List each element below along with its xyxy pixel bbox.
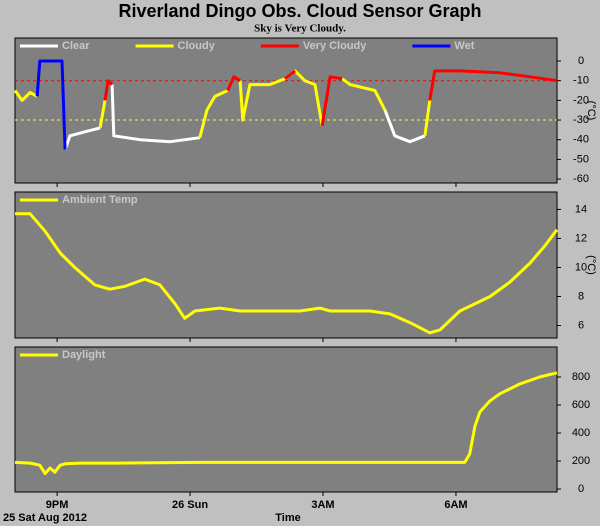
y-tick-label: -30 [573, 114, 589, 126]
plot-area [14, 346, 558, 493]
y-tick-label: 400 [572, 427, 590, 439]
series-line [63, 84, 426, 151]
date-label: 25 Sat Aug 2012 [3, 512, 87, 524]
legend-label: Wet [454, 40, 474, 52]
series-line [14, 371, 558, 476]
plot-area [14, 191, 558, 339]
y-axis-label: (°C) [585, 255, 597, 275]
y-tick-label: 600 [572, 399, 590, 411]
legend-label: Cloudy [178, 40, 216, 52]
legend-label: Ambient Temp [62, 194, 138, 206]
legend-label: Very Cloudy [303, 40, 367, 52]
y-axis-label: (°C) [585, 101, 597, 121]
plot-area [14, 37, 558, 184]
series-line [103, 69, 558, 127]
series-line [15, 212, 559, 335]
legend-label: Daylight [62, 349, 106, 361]
y-tick-label: -60 [573, 173, 589, 185]
x-tick-label: 26 Sun [172, 499, 208, 511]
y-tick-label: 0 [578, 55, 584, 67]
y-tick-label: 0 [578, 483, 584, 495]
legend-label: Clear [62, 40, 90, 52]
y-tick-label: 10 [575, 261, 587, 273]
y-tick-label: -10 [573, 75, 589, 87]
x-tick-label: 3AM [311, 499, 334, 511]
y-tick-label: 6 [578, 319, 584, 331]
y-tick-label: 8 [578, 290, 584, 302]
y-tick-label: 200 [572, 455, 590, 467]
x-axis-label: Time [275, 512, 300, 524]
x-tick-label: 6AM [444, 499, 467, 511]
y-tick-label: 12 [575, 232, 587, 244]
chart-subtitle: Sky is Very Cloudy. [254, 23, 346, 35]
y-tick-label: -50 [573, 153, 589, 165]
y-tick-label: 14 [575, 203, 587, 215]
y-tick-label: -20 [573, 94, 589, 106]
y-tick-label: -40 [573, 134, 589, 146]
chart-title: Riverland Dingo Obs. Cloud Sensor Graph [118, 1, 481, 21]
series-line [35, 59, 67, 150]
x-tick-label: 9PM [46, 499, 69, 511]
y-tick-label: 800 [572, 371, 590, 383]
